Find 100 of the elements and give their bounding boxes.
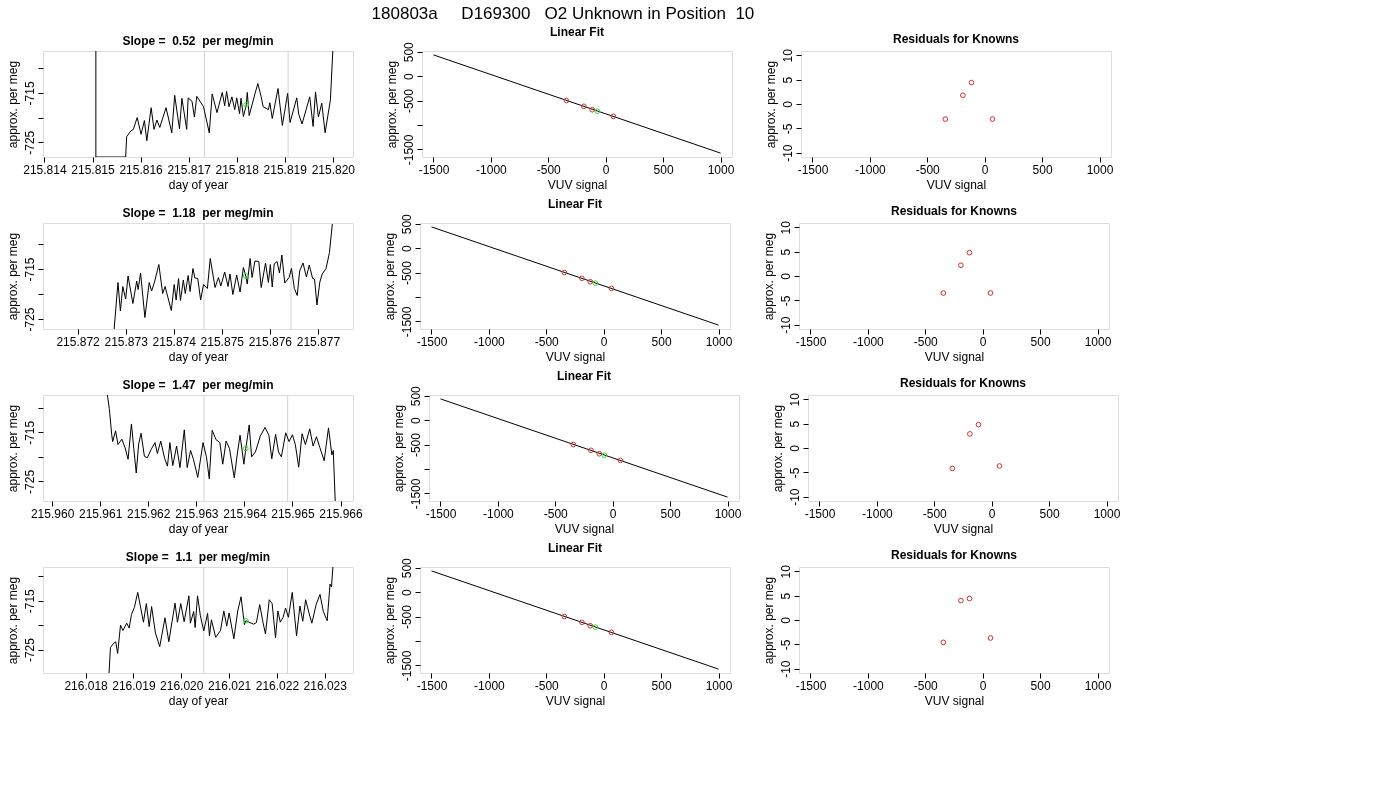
- x-tick-label: 0: [988, 506, 996, 521]
- x-tick-label: 215.816: [119, 162, 164, 177]
- y-axis-title: approx. per meg: [382, 576, 397, 665]
- x-tick-label: 215.963: [175, 506, 219, 521]
- line-series: [113, 223, 333, 329]
- point: [594, 108, 601, 115]
- line-series: [108, 567, 334, 673]
- x-tick-label: -500: [543, 506, 569, 521]
- y-tick-label: -10: [787, 488, 802, 506]
- x-tick-label: 1000: [1086, 162, 1114, 177]
- x-tick-label: 500: [651, 678, 672, 693]
- text: 180803a D169300 O2 Unknown in Position 10: [371, 4, 755, 24]
- y-tick-label: -500: [399, 260, 414, 286]
- x-axis-title: VUV signal: [924, 349, 985, 364]
- x-tick-label: -1500: [418, 162, 450, 177]
- point: [570, 441, 577, 448]
- y-tick-label: 500: [399, 213, 414, 235]
- x-axis-title: day of year: [168, 521, 229, 536]
- y-axis-title: approx. per meg: [5, 576, 20, 665]
- point: [940, 290, 947, 296]
- y-axis-title: approx. per meg: [5, 60, 20, 149]
- y-tick-label: -715: [22, 588, 37, 614]
- x-tick-label: 216.019: [112, 678, 156, 693]
- x-axis-title: day of year: [168, 693, 229, 708]
- x-axis-title: day of year: [168, 349, 229, 364]
- x-tick-label: 216.021: [207, 678, 252, 693]
- x-tick-label: -500: [534, 678, 560, 693]
- y-tick-label: 500: [408, 385, 423, 407]
- point: [958, 597, 964, 604]
- x-tick-label: 0: [979, 678, 987, 693]
- x-tick-label: 500: [651, 334, 672, 349]
- point: [960, 92, 966, 99]
- point: [563, 97, 570, 104]
- y-axis-title: approx. per meg: [382, 232, 397, 321]
- y-tick-label: -500: [399, 604, 414, 630]
- point: [996, 463, 1003, 469]
- point: [942, 116, 949, 122]
- point: [596, 450, 603, 457]
- x-tick-label: 215.876: [248, 334, 293, 349]
- y-tick-label: 5: [780, 76, 795, 84]
- x-tick-label: -1000: [862, 506, 894, 521]
- point: [975, 421, 982, 428]
- y-axis-title: approx. per meg: [391, 404, 406, 493]
- x-tick-label: 215.875: [200, 334, 245, 349]
- chart-title: Residuals for Knowns: [892, 31, 1020, 46]
- y-tick-label: 10: [787, 392, 802, 407]
- chart-title: Residuals for Knowns: [890, 203, 1018, 218]
- x-tick-label: 215.815: [71, 162, 116, 177]
- x-tick-label: 500: [1030, 678, 1051, 693]
- point: [588, 447, 594, 454]
- y-tick-label: 0: [399, 588, 414, 596]
- point: [592, 624, 599, 631]
- y-tick-label: 10: [778, 564, 793, 579]
- y-tick-label: 5: [787, 420, 802, 428]
- point: [987, 290, 994, 296]
- y-tick-label: -725: [22, 130, 37, 155]
- x-tick-label: 215.872: [56, 334, 101, 349]
- chart-title: Slope = 0.52 per meg/min: [122, 33, 274, 48]
- x-tick-label: 0: [609, 506, 617, 521]
- point: [949, 465, 956, 472]
- line-series: [95, 51, 334, 157]
- x-tick-label: 500: [1030, 334, 1051, 349]
- y-axis-title: approx. per meg: [761, 576, 776, 665]
- x-tick-label: 500: [653, 162, 674, 177]
- chart-title: Slope = 1.18 per meg/min: [122, 205, 274, 220]
- y-tick-label: -715: [22, 257, 37, 282]
- x-axis-title: VUV signal: [545, 349, 606, 364]
- y-tick-label: 5: [778, 248, 793, 256]
- x-tick-label: 215.819: [263, 162, 308, 177]
- y-axis-title: approx. per meg: [770, 404, 785, 493]
- x-tick-label: 216.018: [64, 678, 109, 693]
- y-tick-label: 500: [401, 41, 416, 63]
- x-tick-label: 215.960: [30, 506, 75, 521]
- x-tick-label: 215.873: [104, 334, 149, 349]
- x-tick-label: 215.877: [296, 334, 341, 349]
- x-axis-title: VUV signal: [924, 693, 985, 708]
- x-tick-label: 1000: [707, 162, 735, 177]
- y-tick-label: 0: [778, 616, 793, 624]
- point: [579, 619, 585, 626]
- y-tick-label: -5: [780, 123, 795, 135]
- point: [968, 79, 975, 86]
- x-tick-label: -1000: [476, 162, 508, 177]
- point: [617, 457, 624, 464]
- x-tick-label: 1000: [1084, 334, 1112, 349]
- point: [601, 452, 608, 459]
- x-tick-label: 1000: [705, 334, 733, 349]
- y-tick-label: -715: [22, 81, 37, 106]
- x-tick-label: 215.962: [127, 506, 171, 521]
- chart-title: Slope = 1.1 per meg/min: [125, 549, 271, 564]
- y-tick-label: 5: [778, 592, 793, 600]
- x-axis-title: VUV signal: [933, 521, 994, 536]
- point: [561, 269, 568, 276]
- x-tick-label: -1000: [853, 678, 885, 693]
- x-tick-label: 216.023: [303, 678, 348, 693]
- y-tick-label: -500: [401, 88, 416, 114]
- y-axis-title: approx. per meg: [5, 404, 20, 493]
- x-tick-label: -500: [536, 162, 562, 177]
- x-axis-title: VUV signal: [545, 693, 606, 708]
- point: [561, 613, 568, 620]
- point: [966, 249, 973, 256]
